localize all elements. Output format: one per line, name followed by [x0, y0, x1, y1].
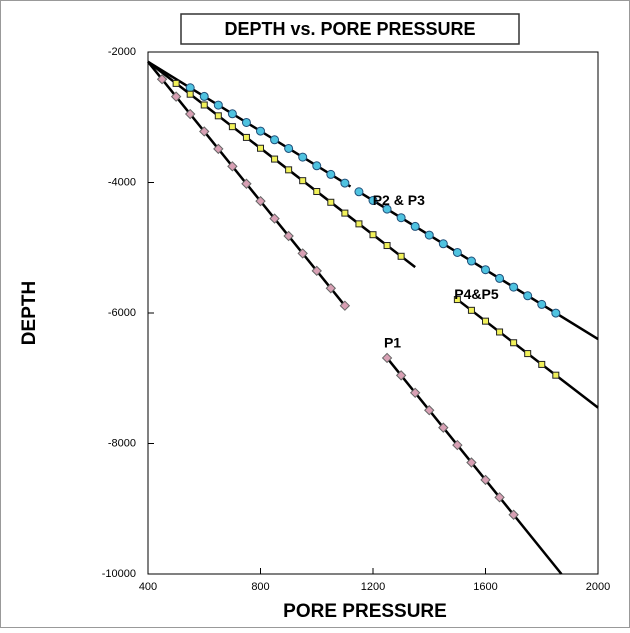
- marker: [269, 213, 280, 224]
- marker: [283, 230, 294, 242]
- x-tick-label: 1600: [473, 581, 497, 593]
- marker: [396, 213, 406, 223]
- series-label: P4&P5: [454, 286, 499, 302]
- marker: [227, 161, 238, 172]
- marker: [523, 291, 533, 301]
- marker: [213, 143, 224, 155]
- y-tick-label: -4000: [108, 176, 136, 188]
- marker: [199, 126, 210, 137]
- marker: [170, 91, 182, 102]
- marker: [410, 221, 420, 231]
- marker: [326, 169, 336, 179]
- marker: [186, 90, 194, 98]
- marker: [453, 296, 461, 304]
- marker: [424, 230, 434, 240]
- marker: [325, 283, 337, 294]
- marker: [368, 195, 378, 205]
- marker: [496, 328, 504, 336]
- marker: [495, 273, 505, 283]
- marker: [270, 135, 280, 145]
- marker: [200, 101, 208, 109]
- marker: [438, 422, 449, 433]
- marker: [524, 350, 532, 358]
- x-tick-label: 1200: [361, 581, 385, 593]
- marker: [383, 242, 391, 250]
- marker: [256, 126, 265, 136]
- marker: [241, 117, 251, 127]
- marker: [156, 74, 168, 85]
- marker: [199, 91, 209, 101]
- y-axis-label: DEPTH: [19, 281, 40, 345]
- marker: [395, 370, 407, 381]
- title-box: [180, 13, 520, 45]
- marker: [311, 265, 322, 277]
- marker: [438, 239, 448, 249]
- y-tick-label: -8000: [108, 437, 136, 449]
- marker: [481, 265, 490, 275]
- series-label: P1: [384, 335, 401, 351]
- marker: [424, 405, 435, 416]
- marker: [354, 187, 364, 197]
- marker: [466, 457, 477, 468]
- marker: [298, 152, 308, 162]
- marker: [452, 247, 462, 257]
- marker: [184, 108, 196, 120]
- marker: [228, 123, 236, 131]
- marker: [242, 133, 250, 141]
- marker: [382, 204, 392, 214]
- series-label: P2 & P3: [373, 192, 425, 208]
- marker: [172, 79, 180, 87]
- marker: [537, 299, 547, 309]
- marker: [508, 509, 519, 520]
- marker: [538, 360, 546, 368]
- x-tick-label: 400: [139, 581, 157, 593]
- marker: [285, 166, 293, 174]
- x-tick-label: 2000: [586, 581, 610, 593]
- marker: [552, 371, 560, 379]
- marker: [466, 256, 476, 266]
- marker: [369, 231, 377, 239]
- x-tick-label: 800: [251, 581, 269, 593]
- marker: [467, 306, 475, 314]
- marker: [482, 317, 489, 325]
- marker: [397, 252, 405, 260]
- marker: [409, 387, 421, 399]
- marker: [257, 144, 264, 152]
- marker: [340, 178, 350, 188]
- marker: [297, 248, 308, 259]
- marker: [299, 177, 307, 185]
- marker: [355, 220, 363, 228]
- marker: [255, 195, 266, 207]
- marker: [213, 100, 223, 110]
- marker: [510, 339, 518, 347]
- marker: [494, 492, 505, 503]
- marker: [327, 198, 335, 206]
- marker: [480, 474, 491, 486]
- y-tick-label: -6000: [108, 307, 136, 319]
- chart-title: DEPTH vs. PORE PRESSURE: [224, 19, 475, 39]
- marker: [509, 282, 519, 292]
- marker: [313, 188, 321, 196]
- marker: [241, 178, 252, 189]
- marker: [227, 109, 237, 119]
- marker: [271, 155, 279, 163]
- y-tick-label: -10000: [102, 568, 136, 580]
- marker: [214, 112, 222, 120]
- marker: [284, 143, 294, 153]
- marker: [341, 209, 349, 217]
- marker: [381, 352, 393, 364]
- marker: [312, 161, 322, 171]
- y-tick-label: -2000: [108, 46, 136, 58]
- marker: [452, 439, 463, 451]
- marker: [339, 300, 351, 311]
- marker: [551, 308, 561, 318]
- x-axis-label: PORE PRESSURE: [283, 601, 447, 622]
